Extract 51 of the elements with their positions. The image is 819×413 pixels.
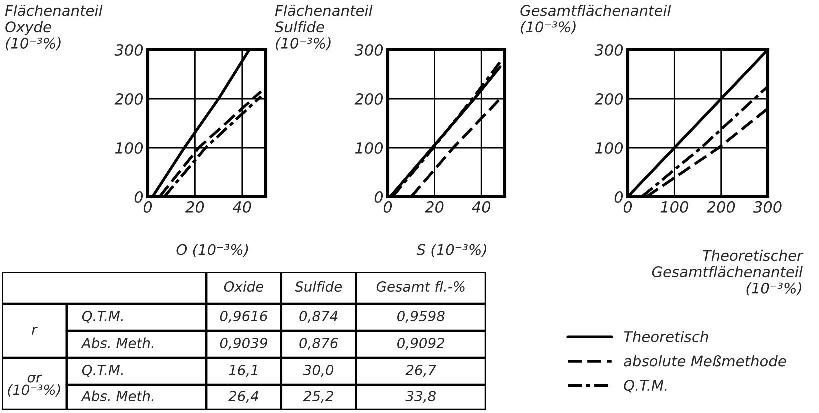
text: 0,9598 xyxy=(398,311,445,323)
x-tick-label: 40 xyxy=(232,201,252,213)
x-tick-label: 300 xyxy=(753,201,782,213)
text: 16,1 xyxy=(229,365,258,377)
legend-label: absolute Meßmethode xyxy=(624,355,786,367)
y-tick-label: 200 xyxy=(114,93,144,106)
legend-label: Theoretisch xyxy=(624,331,708,342)
x-tick-label: 0 xyxy=(144,201,152,213)
text: Abs. Meth. xyxy=(81,338,154,349)
text: Q.T.M. xyxy=(82,365,123,378)
text: r xyxy=(32,327,38,335)
text: 25,2 xyxy=(303,391,334,403)
x-axis-title: O (10⁻³%) xyxy=(176,244,248,258)
x-axis-title: Theoretischer Gesamtflächenanteil (10⁻³%) xyxy=(652,250,804,296)
x-tick-label: 20 xyxy=(425,201,444,213)
x-tick-label: 0 xyxy=(384,201,392,213)
x-tick-label: 100 xyxy=(660,201,688,213)
text: σr (10⁻³%) xyxy=(8,374,60,397)
y-tick-label: 300 xyxy=(594,44,624,56)
x-axis-title: S (10⁻³%) xyxy=(416,244,486,258)
text: 0,9092 xyxy=(398,338,445,350)
text: Gesamt fl.-% xyxy=(376,281,465,292)
text: 26,4 xyxy=(228,391,258,403)
text: Q.T.M. xyxy=(82,311,123,324)
text: 0,9039 xyxy=(220,338,268,350)
y-tick-label: 100 xyxy=(355,142,384,154)
text: 0,874 xyxy=(300,311,338,323)
x-tick-label: 200 xyxy=(706,201,736,213)
x-tick-label: 20 xyxy=(186,201,204,213)
y-tick-label: 0 xyxy=(134,191,144,204)
text: 26,7 xyxy=(406,365,436,377)
y-tick-label: 100 xyxy=(595,142,624,154)
y-tick-label: 0 xyxy=(374,191,384,204)
text: Oxide xyxy=(224,281,264,292)
text: 0,9616 xyxy=(220,311,268,323)
y-tick-label: 100 xyxy=(115,142,144,154)
x-tick-label: 40 xyxy=(472,201,491,213)
y-tick-label: 200 xyxy=(354,93,384,106)
y-tick-label: 200 xyxy=(594,93,624,106)
legend-label: Q.T.M. xyxy=(624,380,667,393)
text: 33,8 xyxy=(406,391,436,403)
x-tick-label: 0 xyxy=(624,201,632,213)
y-tick-label: 300 xyxy=(114,44,144,56)
y-axis-title: Flächenanteil Oxyde (10⁻³%) xyxy=(5,5,103,51)
text: Sulfide xyxy=(295,281,342,292)
y-tick-label: 300 xyxy=(354,44,384,56)
y-axis-title: Gesamtflächenanteil (10⁻³%) xyxy=(520,5,672,34)
text: 30,0 xyxy=(303,365,334,377)
text: Abs. Meth. xyxy=(81,390,154,402)
text: 0,876 xyxy=(300,338,338,350)
y-tick-label: 0 xyxy=(614,191,624,204)
